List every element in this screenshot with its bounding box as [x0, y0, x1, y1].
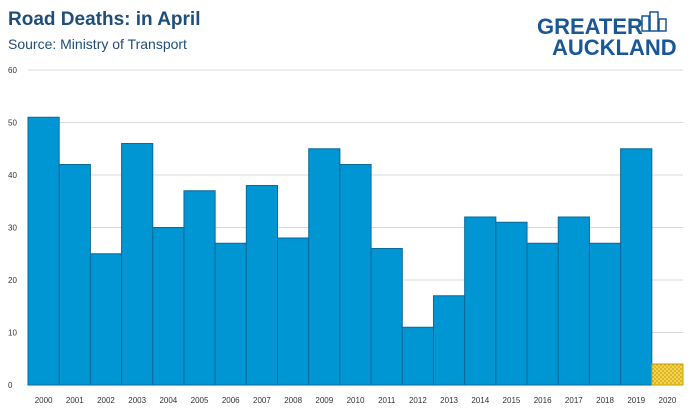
bar-2012 — [401, 326, 434, 386]
bar-2010 — [339, 164, 372, 386]
y-tick-label: 20 — [8, 276, 17, 285]
y-tick-label: 60 — [8, 66, 17, 75]
logo-line1: GREATER — [537, 14, 643, 39]
bar-2017 — [557, 216, 590, 386]
y-tick-label: 40 — [8, 171, 17, 180]
bar-2011 — [370, 248, 403, 386]
x-tick-label: 2020 — [659, 396, 677, 405]
skyline-icon — [641, 11, 667, 32]
bars — [27, 116, 684, 386]
bar-2009 — [308, 148, 341, 386]
x-tick-label: 2003 — [128, 396, 146, 405]
x-tick-label: 2000 — [35, 396, 53, 405]
x-tick-label: 2001 — [66, 396, 84, 405]
x-tick-label: 2007 — [253, 396, 271, 405]
x-tick-label: 2013 — [440, 396, 458, 405]
x-tick-label: 2008 — [284, 396, 302, 405]
bar-2019 — [620, 148, 653, 386]
x-tick-label: 2019 — [627, 396, 645, 405]
chart-title: Road Deaths: in April — [8, 9, 201, 30]
bar-2004 — [152, 227, 185, 386]
x-tick-label: 2014 — [471, 396, 489, 405]
greater-auckland-logo: GREATER AUCKLAND — [537, 11, 677, 60]
chart-subtitle: Source: Ministry of Transport — [8, 36, 187, 52]
bar-2007 — [245, 185, 279, 386]
bar-2013 — [432, 295, 466, 386]
bar-2014 — [464, 216, 497, 386]
x-tick-label: 2011 — [378, 396, 396, 405]
x-tick-label: 2012 — [409, 396, 427, 405]
x-tick-label: 2006 — [222, 396, 240, 405]
x-tick-label: 2017 — [565, 396, 583, 405]
bar-2002 — [89, 253, 123, 386]
bar-2015 — [495, 221, 528, 386]
bar-2003 — [121, 143, 154, 386]
y-tick-label: 0 — [8, 381, 13, 390]
bar-2018 — [588, 242, 622, 386]
y-tick-label: 10 — [8, 329, 17, 338]
bar-2008 — [277, 237, 310, 386]
bar-2001 — [58, 164, 91, 386]
bar-2020 — [651, 363, 684, 386]
bar-2005 — [183, 190, 216, 386]
x-tick-label: 2016 — [534, 396, 552, 405]
x-tick-label: 2010 — [347, 396, 365, 405]
x-tick-label: 2005 — [191, 396, 209, 405]
x-tick-label: 2002 — [97, 396, 115, 405]
x-tick-label: 2015 — [503, 396, 521, 405]
y-axis: 0 10 20 30 40 50 60 — [8, 66, 17, 390]
x-axis: 2000 2001 2002 2003 2004 2005 2006 2007 2008 2009… — [35, 396, 677, 405]
bar-2016 — [526, 242, 559, 386]
bar-2006 — [214, 242, 247, 386]
x-tick-label: 2004 — [159, 396, 177, 405]
x-tick-label: 2009 — [315, 396, 333, 405]
y-tick-label: 30 — [8, 224, 17, 233]
logo-line2: AUCKLAND — [552, 35, 677, 60]
bar-2000 — [27, 116, 60, 386]
y-tick-label: 50 — [8, 119, 17, 128]
x-tick-label: 2018 — [596, 396, 614, 405]
